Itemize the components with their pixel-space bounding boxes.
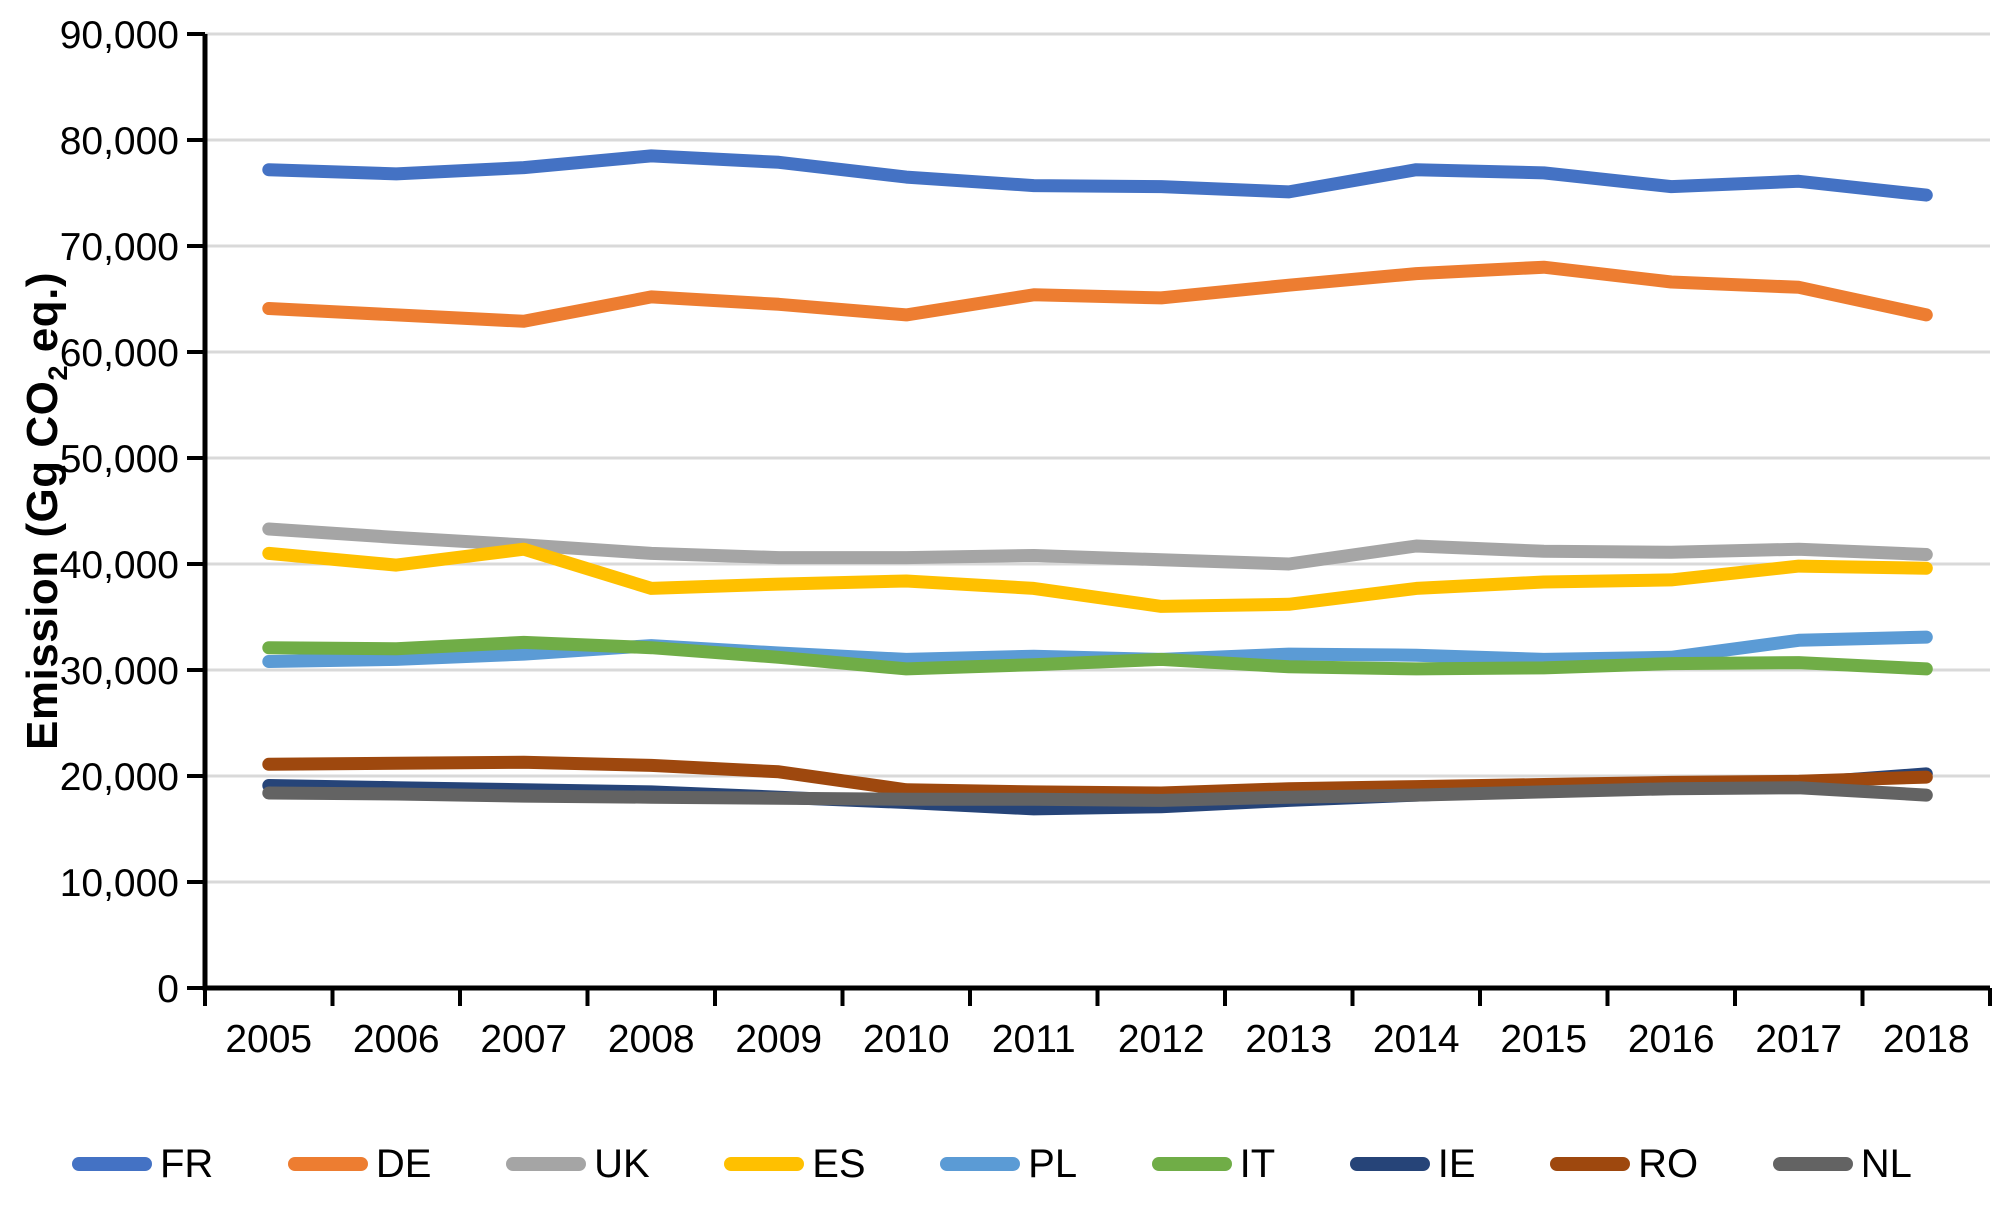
series-line-DE bbox=[262, 260, 1933, 328]
y-axis-title: Emission (Gg CO2 eq.) bbox=[18, 272, 74, 750]
legend-swatch-PL bbox=[940, 1157, 1021, 1171]
y-tick-label: 0 bbox=[157, 968, 179, 1011]
y-axis-title-text: Emission (Gg CO bbox=[18, 380, 68, 750]
x-tick-label: 2010 bbox=[863, 1018, 950, 1061]
x-tick-label: 2009 bbox=[735, 1018, 822, 1061]
legend-label-FR: FR bbox=[160, 1142, 214, 1186]
x-tick-label: 2017 bbox=[1755, 1018, 1842, 1061]
legend-label-PL: PL bbox=[1028, 1142, 1078, 1186]
legend-swatch-DE bbox=[287, 1157, 368, 1171]
y-tick-label: 50,000 bbox=[60, 438, 179, 481]
y-tick-label: 30,000 bbox=[60, 650, 179, 693]
legend-swatch-NL bbox=[1772, 1157, 1853, 1171]
legend-swatch-UK bbox=[506, 1157, 587, 1171]
legend-swatch-IT bbox=[1151, 1157, 1232, 1171]
legend-swatch-RO bbox=[1550, 1157, 1631, 1171]
legend-item-FR: FR bbox=[72, 1144, 213, 1184]
legend-item-RO: RO bbox=[1550, 1144, 1698, 1184]
x-tick-label: 2013 bbox=[1245, 1018, 1332, 1061]
legend-swatch-ES bbox=[724, 1157, 805, 1171]
legend-label-UK: UK bbox=[594, 1142, 650, 1186]
x-tick-label: 2005 bbox=[225, 1018, 312, 1061]
series-line-FR bbox=[262, 149, 1933, 202]
y-tick-label: 90,000 bbox=[60, 14, 179, 57]
y-tick-label: 70,000 bbox=[60, 226, 179, 269]
legend-label-DE: DE bbox=[375, 1142, 432, 1186]
legend-item-ES: ES bbox=[724, 1142, 866, 1186]
series-line-NL bbox=[262, 781, 1933, 807]
legend-label-ES: ES bbox=[812, 1142, 866, 1186]
y-tick-label: 10,000 bbox=[60, 862, 179, 905]
legend-label-IE: IE bbox=[1437, 1142, 1476, 1186]
y-tick-label: 60,000 bbox=[60, 332, 179, 375]
x-tick-label: 2008 bbox=[608, 1018, 695, 1061]
legend-item-NL: NL bbox=[1772, 1142, 1912, 1186]
legend-item-PL: PL bbox=[940, 1144, 1077, 1184]
x-tick-label: 2011 bbox=[992, 1018, 1076, 1061]
legend-item-UK: UK bbox=[506, 1144, 650, 1184]
x-tick-label: 2016 bbox=[1628, 1018, 1715, 1061]
y-tick-label: 20,000 bbox=[60, 756, 179, 799]
legend-label-IT: IT bbox=[1239, 1142, 1276, 1186]
series-line-UK bbox=[262, 522, 1933, 571]
y-tick-label: 80,000 bbox=[60, 120, 179, 163]
legend-item-DE: DE bbox=[287, 1142, 432, 1186]
y-tick-label: 40,000 bbox=[60, 544, 179, 587]
plot-area: 0 10,000 20,000 30,000 40,000 50,000 60,000 70,… bbox=[60, 14, 1992, 1061]
y-axis-title-suffix: eq.) bbox=[18, 272, 68, 365]
x-tick-label: 2007 bbox=[480, 1018, 567, 1061]
x-tick-label: 2012 bbox=[1118, 1018, 1205, 1061]
y-axis-title-subscript: 2 bbox=[41, 364, 73, 381]
x-tick-label: 2014 bbox=[1373, 1018, 1460, 1061]
legend-label-RO: RO bbox=[1638, 1142, 1699, 1186]
legend-swatch-IE bbox=[1349, 1157, 1430, 1171]
legend-item-IE: IE bbox=[1349, 1142, 1476, 1186]
x-tick-label: 2006 bbox=[353, 1018, 440, 1061]
x-tick-label: 2015 bbox=[1500, 1018, 1587, 1061]
series-line-ES bbox=[262, 542, 1933, 613]
chart-legend: FR DE UK ES PL IT IE RO NL bbox=[72, 1138, 1912, 1190]
series-line-IT bbox=[262, 635, 1933, 676]
x-tick-label: 2018 bbox=[1883, 1018, 1970, 1061]
legend-label-NL: NL bbox=[1860, 1142, 1912, 1186]
legend-item-IT: IT bbox=[1151, 1142, 1276, 1186]
legend-swatch-FR bbox=[72, 1157, 152, 1171]
